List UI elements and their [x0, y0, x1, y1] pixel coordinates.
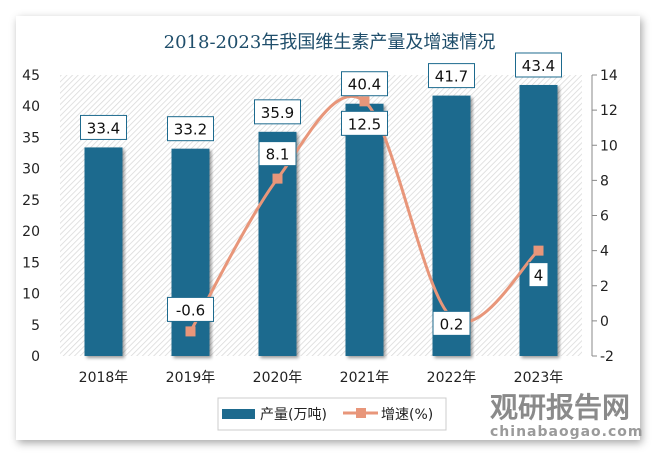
growth-data-label: -0.6 [176, 301, 205, 319]
left-tick-label: 30 [22, 162, 40, 178]
growth-data-label-box [258, 141, 297, 167]
left-tick-label: 20 [22, 224, 40, 240]
growth-data-label-box [167, 296, 214, 322]
bar-data-label: 33.4 [87, 119, 120, 137]
x-tick-label: 2022年 [427, 370, 477, 386]
legend-bar-swatch [222, 409, 255, 419]
bar-data-label-box [428, 63, 475, 89]
bar [519, 84, 558, 356]
legend [217, 397, 447, 431]
bar-data-label-box [167, 116, 214, 142]
growth-data-label: 8.1 [266, 146, 290, 164]
chart-title: 2018-2023年我国维生素产量及增速情况 [163, 32, 496, 53]
left-tick-label: 45 [22, 68, 40, 84]
left-tick-label: 0 [31, 349, 40, 365]
right-tick-label: 10 [600, 138, 618, 154]
right-tick-label: 4 [600, 244, 609, 260]
legend-line-label: 增速(%) [381, 407, 433, 423]
bar-data-label-box [341, 71, 388, 97]
growth-marker [272, 173, 283, 184]
right-tick-label: -2 [600, 349, 614, 365]
growth-marker [533, 245, 544, 256]
x-tick-label: 2023年 [514, 370, 564, 386]
right-tick-label: 2 [600, 279, 609, 295]
bar-data-label: 35.9 [261, 104, 294, 122]
left-tick-label: 5 [31, 318, 40, 334]
right-tick-label: 8 [600, 173, 609, 189]
growth-marker [185, 326, 196, 337]
legend-line-marker [356, 408, 366, 418]
growth-data-label-box [528, 262, 549, 288]
left-tick-label: 25 [22, 193, 40, 209]
bar-data-label: 41.7 [435, 68, 468, 86]
bar-data-label-box [515, 52, 562, 78]
bar [84, 147, 123, 356]
x-tick-label: 2018年 [79, 370, 129, 386]
growth-data-label-box [341, 110, 388, 136]
bar [345, 103, 384, 356]
right-tick-label: 0 [600, 314, 609, 330]
plot-area [60, 75, 582, 356]
growth-marker [359, 96, 370, 107]
right-tick-label: 14 [600, 68, 618, 84]
bar [171, 148, 210, 356]
bar-data-label-box [80, 114, 127, 140]
legend-bar-label: 产量(万吨) [260, 407, 327, 423]
right-tick-label: 12 [600, 103, 618, 119]
bar-data-label-box [254, 99, 301, 125]
bar-data-label: 40.4 [348, 76, 381, 94]
left-tick-label: 10 [22, 287, 40, 303]
growth-data-label: 4 [534, 267, 544, 285]
right-tick-label: 6 [600, 209, 609, 225]
left-tick-label: 40 [22, 99, 40, 115]
growth-data-label: 12.5 [348, 115, 381, 133]
x-tick-label: 2021年 [340, 370, 390, 386]
x-tick-label: 2019年 [166, 370, 216, 386]
bar-data-label: 43.4 [522, 57, 555, 75]
growth-data-label: 0.2 [440, 315, 464, 333]
bar-data-label: 33.2 [174, 121, 207, 139]
x-tick-label: 2020年 [253, 370, 303, 386]
bar [258, 131, 297, 356]
left-tick-label: 15 [22, 255, 40, 271]
growth-data-label-box [432, 310, 471, 336]
left-tick-label: 35 [22, 130, 40, 146]
